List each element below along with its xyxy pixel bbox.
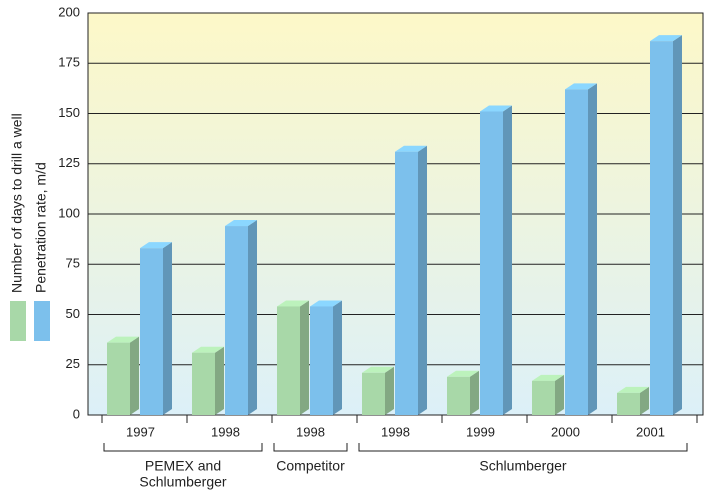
bar-top bbox=[140, 242, 172, 249]
bar-front bbox=[617, 392, 640, 415]
bar-top bbox=[650, 35, 682, 42]
bar-side bbox=[418, 145, 427, 415]
bar-top bbox=[565, 83, 597, 90]
bar bbox=[565, 83, 597, 415]
bar bbox=[362, 366, 394, 415]
bar-top bbox=[107, 336, 139, 343]
group-bracket bbox=[103, 443, 263, 452]
bar-top bbox=[310, 300, 342, 307]
y-tick-label: 150 bbox=[58, 105, 80, 120]
bar-front bbox=[140, 248, 163, 415]
group-bracket bbox=[358, 443, 688, 452]
bar bbox=[447, 370, 479, 415]
y-tick-label: 0 bbox=[73, 406, 80, 421]
y-tick-label: 50 bbox=[66, 306, 80, 321]
y-tick-label: 200 bbox=[58, 4, 80, 19]
bar-front bbox=[565, 89, 588, 415]
bar-front bbox=[395, 151, 418, 415]
group-label: Competitor bbox=[276, 458, 345, 474]
bar-front bbox=[532, 380, 555, 415]
bar-side bbox=[215, 346, 224, 415]
bar-side bbox=[470, 370, 479, 415]
bar-side bbox=[673, 35, 682, 415]
legend-label: Number of days to drill a well bbox=[9, 113, 25, 293]
x-tick-label: 1998 bbox=[211, 424, 240, 439]
group-bracket bbox=[273, 443, 348, 452]
bar bbox=[192, 346, 224, 415]
bar-front bbox=[362, 372, 385, 415]
x-tick-label: 1997 bbox=[126, 424, 155, 439]
bar-top bbox=[362, 366, 394, 373]
x-tick-label: 2000 bbox=[551, 424, 580, 439]
bar bbox=[277, 300, 309, 415]
bar-front bbox=[277, 306, 300, 415]
bar-top bbox=[395, 145, 427, 152]
group-label: Schlumberger bbox=[479, 458, 566, 474]
bar-side bbox=[385, 366, 394, 415]
bar-front bbox=[107, 342, 130, 415]
group-label: PEMEX and bbox=[145, 458, 221, 474]
bar bbox=[310, 300, 342, 415]
bar-front bbox=[480, 111, 503, 416]
bar-side bbox=[588, 83, 597, 415]
x-tick-label: 2001 bbox=[636, 424, 665, 439]
bar-side bbox=[503, 105, 512, 416]
bar-top bbox=[480, 105, 512, 112]
legend-label: Penetration rate, m/d bbox=[33, 162, 49, 293]
bar-side bbox=[130, 336, 139, 415]
bar-front bbox=[225, 226, 248, 415]
bar-top bbox=[617, 386, 649, 393]
bar bbox=[617, 386, 649, 415]
bar bbox=[480, 105, 512, 416]
bar-top bbox=[277, 300, 309, 307]
bar-front bbox=[650, 41, 673, 415]
bar-top bbox=[532, 374, 564, 381]
group-label: Schlumberger bbox=[139, 474, 226, 490]
legend-swatch bbox=[34, 301, 50, 341]
y-tick-label: 25 bbox=[66, 356, 80, 371]
bar bbox=[650, 35, 682, 415]
bar-side bbox=[300, 300, 309, 415]
bar-front bbox=[447, 376, 470, 415]
bar bbox=[107, 336, 139, 415]
bar bbox=[140, 242, 172, 415]
legend-swatch bbox=[10, 301, 26, 341]
bar-side bbox=[163, 242, 172, 415]
bar-top bbox=[225, 220, 257, 227]
bar-front bbox=[192, 352, 215, 415]
bar-side bbox=[248, 220, 257, 415]
x-tick-label: 1998 bbox=[296, 424, 325, 439]
bar bbox=[225, 220, 257, 415]
bar-front bbox=[310, 306, 333, 415]
bar bbox=[532, 374, 564, 415]
bar-side bbox=[640, 386, 649, 415]
x-tick-label: 1999 bbox=[466, 424, 495, 439]
y-tick-label: 100 bbox=[58, 205, 80, 220]
bar-top bbox=[192, 346, 224, 353]
y-tick-label: 125 bbox=[58, 155, 80, 170]
y-tick-label: 75 bbox=[66, 256, 80, 271]
x-tick-label: 1998 bbox=[381, 424, 410, 439]
y-tick-label: 175 bbox=[58, 55, 80, 70]
bar-side bbox=[555, 374, 564, 415]
bar bbox=[395, 145, 427, 415]
bar-top bbox=[447, 370, 479, 377]
bar-side bbox=[333, 300, 342, 415]
